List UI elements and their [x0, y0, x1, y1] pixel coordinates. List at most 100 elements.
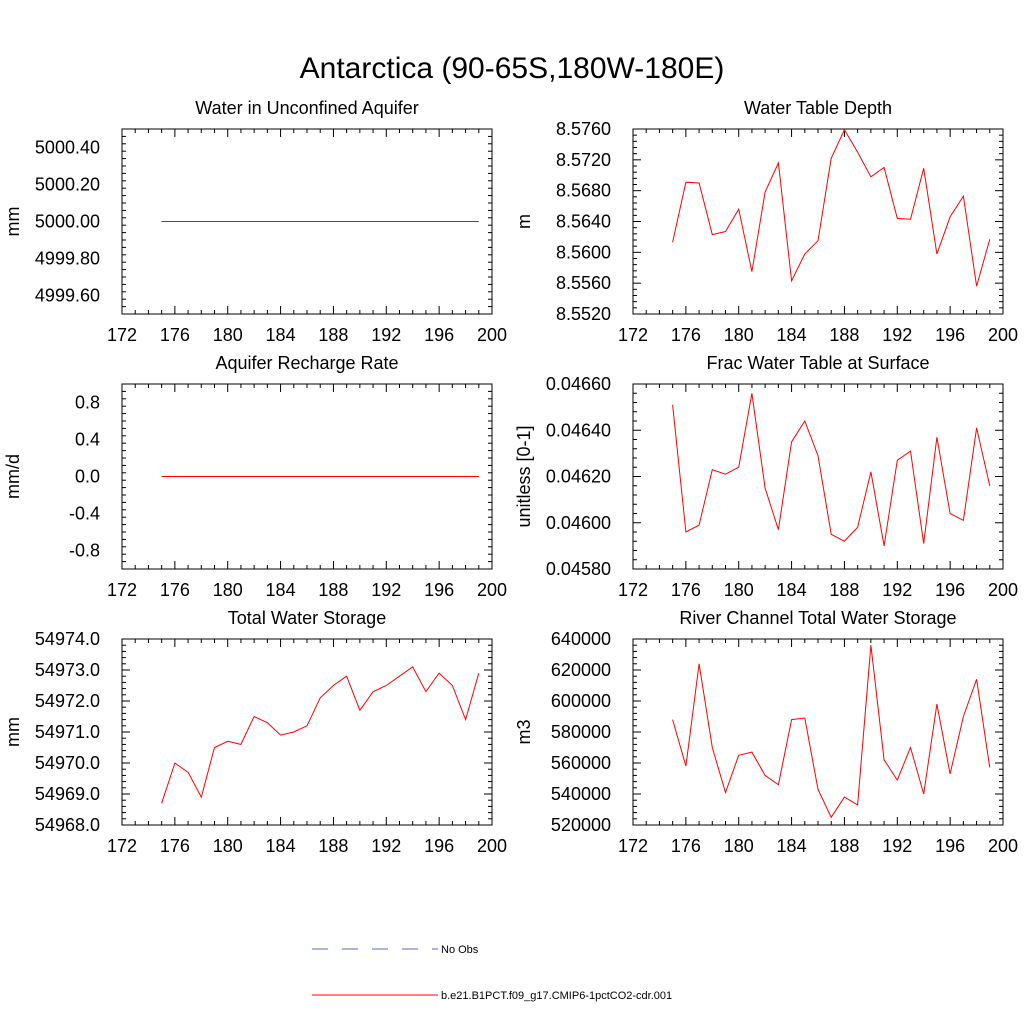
y-tick-label: 0.4 [75, 430, 100, 450]
x-tick-label: 200 [988, 836, 1018, 856]
y-tick-label: 540000 [551, 784, 611, 804]
y-tick-label: 0.04580 [546, 559, 611, 579]
chart-title: River Channel Total Water Storage [679, 608, 956, 628]
y-axis-label: mm [3, 717, 23, 747]
x-tick-label: 188 [318, 836, 348, 856]
x-tick-label: 192 [371, 836, 401, 856]
plot-frame [121, 638, 493, 826]
y-tick-label: -0.8 [69, 541, 100, 561]
x-tick-label: 200 [988, 325, 1018, 345]
y-tick-label: 54971.0 [35, 722, 100, 742]
x-tick-label: 184 [266, 836, 296, 856]
x-tick-label: 180 [724, 325, 754, 345]
chart-title: Aquifer Recharge Rate [215, 353, 398, 373]
x-tick-label: 176 [160, 325, 190, 345]
plot-frame [632, 128, 1004, 315]
y-tick-label: 8.5680 [556, 181, 611, 201]
x-tick-label: 196 [935, 325, 965, 345]
y-axis-label: unitless [0-1] [514, 425, 534, 527]
chart-panel-3: Frac Water Table at Surface unitless [0-1… [514, 353, 1018, 600]
legend: No Obs b.e21.B1PCT.f09_g17.CMIP6-1pctCO2… [312, 944, 672, 1002]
y-tick-label: 8.5520 [556, 304, 611, 324]
y-tick-label: 54974.0 [35, 629, 100, 649]
y-tick-label: -0.4 [69, 504, 100, 524]
chart-panel-2: Aquifer Recharge Rate mm/d 172 176 180 184 188… [3, 353, 507, 600]
x-tick-label: 180 [213, 836, 243, 856]
x-tick-label: 172 [618, 836, 648, 856]
chart-title: Water Table Depth [744, 98, 892, 118]
x-tick-label: 192 [371, 580, 401, 600]
x-tick-label: 192 [882, 580, 912, 600]
chart-panel-4: Total Water Storage mm 172 176 180 184 188 192 1… [3, 608, 507, 856]
x-tick-label: 184 [266, 325, 296, 345]
figure-title: Antarctica (90-65S,180W-180E) [300, 52, 725, 85]
x-tick-label: 192 [882, 325, 912, 345]
x-tick-label: 192 [371, 325, 401, 345]
y-tick-label: 580000 [551, 722, 611, 742]
x-tick-label: 180 [213, 580, 243, 600]
y-tick-label: 0.04660 [546, 374, 611, 394]
x-tick-label: 188 [318, 580, 348, 600]
y-tick-label: 600000 [551, 691, 611, 711]
y-tick-label: 4999.80 [35, 249, 100, 269]
x-tick-label: 200 [477, 836, 507, 856]
y-tick-label: 54970.0 [35, 753, 100, 773]
y-tick-label: 620000 [551, 660, 611, 680]
series-line [672, 645, 991, 819]
y-tick-label: 8.5760 [556, 119, 611, 139]
x-tick-label: 176 [160, 836, 190, 856]
x-tick-label: 184 [266, 580, 296, 600]
x-tick-label: 172 [618, 580, 648, 600]
x-tick-label: 196 [424, 325, 454, 345]
y-tick-label: 5000.40 [35, 138, 100, 158]
panels: Water in Unconfined Aquifer mm 172 176 180 18… [3, 98, 1018, 856]
y-tick-label: 0.04600 [546, 513, 611, 533]
chart-title: Frac Water Table at Surface [706, 353, 929, 373]
y-tick-label: 0.0 [75, 467, 100, 487]
x-tick-label: 192 [882, 836, 912, 856]
y-axis-label: mm [3, 207, 23, 237]
series-line [672, 393, 991, 546]
legend-model-label: b.e21.B1PCT.f09_g17.CMIP6-1pctCO2-cdr.00… [441, 990, 672, 1002]
x-tick-label: 196 [935, 580, 965, 600]
y-tick-label: 54969.0 [35, 784, 100, 804]
series-line [672, 128, 991, 287]
y-tick-label: 4999.60 [35, 286, 100, 306]
x-tick-label: 172 [107, 325, 137, 345]
y-tick-label: 8.5600 [556, 242, 611, 262]
x-tick-label: 176 [160, 580, 190, 600]
y-tick-label: 54973.0 [35, 660, 100, 680]
y-axis-label: mm/d [3, 454, 23, 499]
chart-panel-1: Water Table Depth m 172 176 180 184 188 192 196 2… [514, 98, 1018, 345]
y-axis-label: m3 [514, 719, 534, 744]
y-tick-label: 54968.0 [35, 815, 100, 835]
plot-frame [632, 383, 1004, 570]
chart-panel-0: Water in Unconfined Aquifer mm 172 176 180 18… [3, 98, 507, 345]
y-tick-label: 8.5720 [556, 150, 611, 170]
series-line [161, 666, 480, 804]
x-tick-label: 180 [724, 836, 754, 856]
x-tick-label: 176 [671, 580, 701, 600]
y-tick-label: 520000 [551, 815, 611, 835]
y-tick-label: 560000 [551, 753, 611, 773]
x-tick-label: 188 [829, 580, 859, 600]
y-tick-label: 0.04640 [546, 420, 611, 440]
x-tick-label: 176 [671, 325, 701, 345]
x-tick-label: 196 [424, 836, 454, 856]
chart-title: Total Water Storage [228, 608, 386, 628]
y-axis-label: m [514, 214, 534, 229]
x-tick-label: 188 [829, 325, 859, 345]
y-tick-label: 8.5640 [556, 212, 611, 232]
chart-panel-5: River Channel Total Water Storage m3 172 17… [514, 608, 1018, 856]
x-tick-label: 196 [424, 580, 454, 600]
x-tick-label: 196 [935, 836, 965, 856]
legend-no-obs-label: No Obs [441, 944, 479, 956]
y-tick-label: 640000 [551, 629, 611, 649]
y-tick-label: 5000.20 [35, 175, 100, 195]
x-tick-label: 200 [988, 580, 1018, 600]
y-tick-label: 0.8 [75, 393, 100, 413]
x-tick-label: 200 [477, 580, 507, 600]
x-tick-label: 172 [107, 580, 137, 600]
